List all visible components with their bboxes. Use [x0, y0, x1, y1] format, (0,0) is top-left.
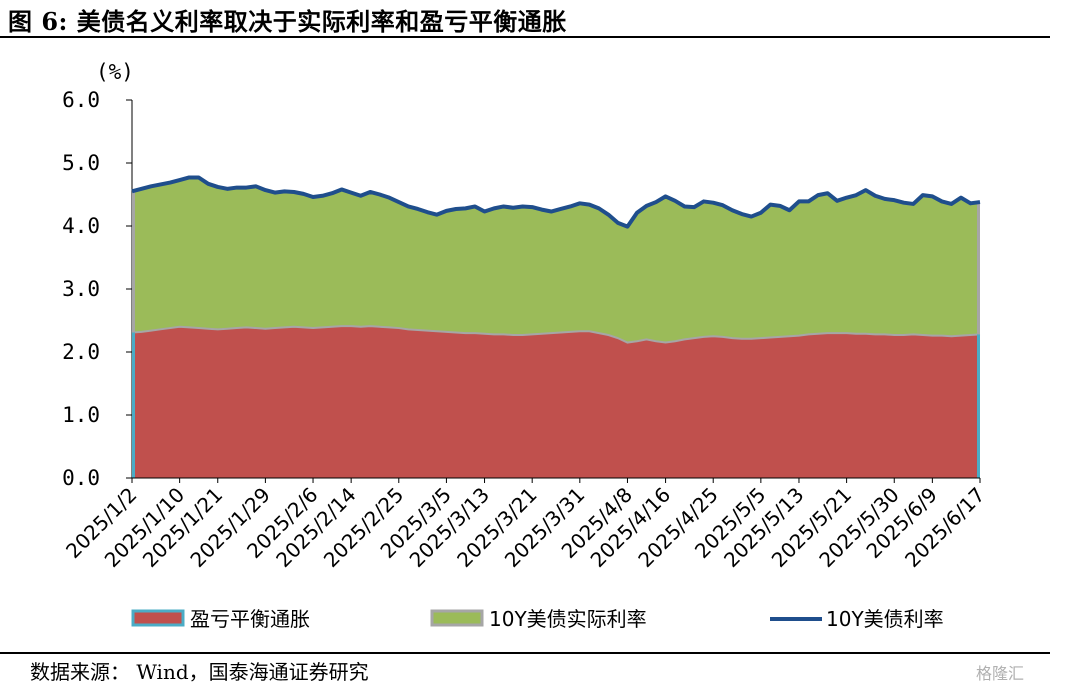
legend: 盈亏平衡通胀 10Y美债实际利率 10Y美债利率: [131, 607, 944, 631]
y-tick-label: 0.0: [62, 466, 100, 490]
y-unit-label: (%): [96, 60, 134, 84]
y-tick-label: 3.0: [62, 277, 100, 301]
figure-title: 图 6: 美债名义利率取决于实际利率和盈亏平衡通胀: [8, 7, 567, 36]
legend-label-real-rate: 10Y美债实际利率: [489, 607, 647, 631]
x-axis: 2025/1/22025/1/102025/1/212025/1/292025/…: [61, 477, 990, 572]
bottom-rule: [0, 652, 1050, 654]
chart: (%) 0.0 1.0 2.0 3.0 4.0 5.0 6.0 2025/1/22025/1…: [61, 60, 990, 631]
legend-label-breakeven: 盈亏平衡通胀: [190, 607, 310, 631]
legend-swatch-breakeven: [131, 609, 185, 627]
plot-area: [131, 175, 981, 478]
y-tick-label: 4.0: [62, 214, 100, 238]
y-tick-label: 2.0: [62, 340, 100, 364]
area-real-rate: [132, 177, 980, 343]
y-tick-label: 5.0: [62, 151, 100, 175]
y-tick-label: 1.0: [62, 403, 100, 427]
real-rate-lower-edge: [131, 325, 981, 344]
legend-swatch-real-rate: [430, 609, 484, 627]
area-breakeven-inflation: [132, 326, 980, 478]
watermark: 格隆汇: [976, 664, 1025, 683]
y-tick-label: 6.0: [62, 88, 100, 112]
source-note: 数据来源： Wind，国泰海通证券研究: [30, 660, 369, 684]
y-axis: 0.0 1.0 2.0 3.0 4.0 5.0 6.0: [62, 88, 133, 490]
line-10y-yield: [131, 175, 981, 229]
top-rule: [0, 36, 1050, 38]
legend-label-10y-yield: 10Y美债利率: [826, 607, 944, 631]
